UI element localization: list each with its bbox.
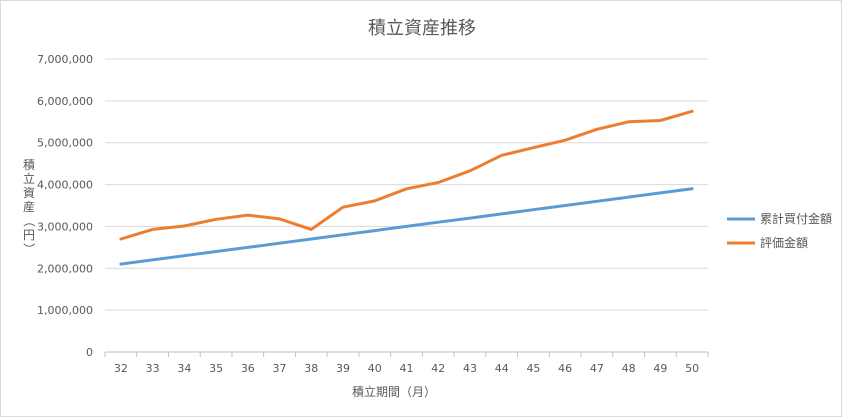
x-tick-label: 32: [114, 362, 128, 375]
y-tick-label: 0: [86, 346, 93, 359]
x-tick-label: 36: [241, 362, 255, 375]
x-tick-label: 35: [209, 362, 223, 375]
gridlines: [105, 58, 708, 311]
x-tick-label: 43: [463, 362, 477, 375]
y-tick-label: 6,000,000: [37, 95, 93, 108]
series-lines: [119, 109, 694, 266]
x-tick-label: 49: [653, 362, 667, 375]
series-line-2: [119, 109, 694, 241]
series-line-1: [119, 187, 694, 266]
y-axis-title-char: ）: [22, 243, 36, 255]
legend-label: 評価金額: [760, 235, 808, 250]
y-axis-title-char: 産: [23, 199, 35, 214]
y-tick-label: 7,000,000: [37, 53, 93, 66]
x-tick-label: 39: [336, 362, 350, 375]
x-tick-label: 42: [431, 362, 445, 375]
x-tick-labels: 32 33 34 35 36 37 38 39 40 41 42 43 44 45 46 47 48 49 50: [114, 362, 699, 375]
x-tick-label: 46: [558, 362, 572, 375]
y-tick-label: 3,000,000: [37, 220, 93, 233]
y-axis-title-char: 積: [23, 157, 35, 172]
x-tick-label: 34: [177, 362, 191, 375]
x-tick-label: 48: [622, 362, 636, 375]
x-tick-label: 47: [590, 362, 604, 375]
y-tick-label: 2,000,000: [37, 262, 93, 275]
x-tick-label: 40: [368, 362, 382, 375]
x-axis-title: 積立期間（月）: [352, 384, 436, 399]
x-tick-marks: [104, 352, 709, 357]
x-tick-label: 50: [685, 362, 699, 375]
chart-title: 積立資産推移: [368, 18, 476, 39]
y-axis-title-char: 円: [23, 228, 35, 242]
y-tick-label: 5,000,000: [37, 137, 93, 150]
y-tick-label: 4,000,000: [37, 179, 93, 192]
y-axis-title-char: （: [22, 215, 36, 227]
x-tick-label: 45: [526, 362, 540, 375]
legend-label: 累計買付金額: [760, 211, 832, 226]
y-tick-labels: 0 1,000,000 2,000,000 3,000,000 4,000,000 5,0…: [37, 53, 93, 359]
y-axis-title: 積立資産（円）: [22, 157, 36, 255]
x-tick-label: 38: [304, 362, 318, 375]
x-tick-label: 44: [495, 362, 509, 375]
y-tick-label: 1,000,000: [37, 304, 93, 317]
y-axis-title-char: 立: [23, 171, 35, 186]
x-tick-label: 41: [400, 362, 414, 375]
y-axis-title-char: 資: [23, 186, 35, 200]
x-tick-label: 33: [146, 362, 160, 375]
x-tick-label: 37: [273, 362, 287, 375]
